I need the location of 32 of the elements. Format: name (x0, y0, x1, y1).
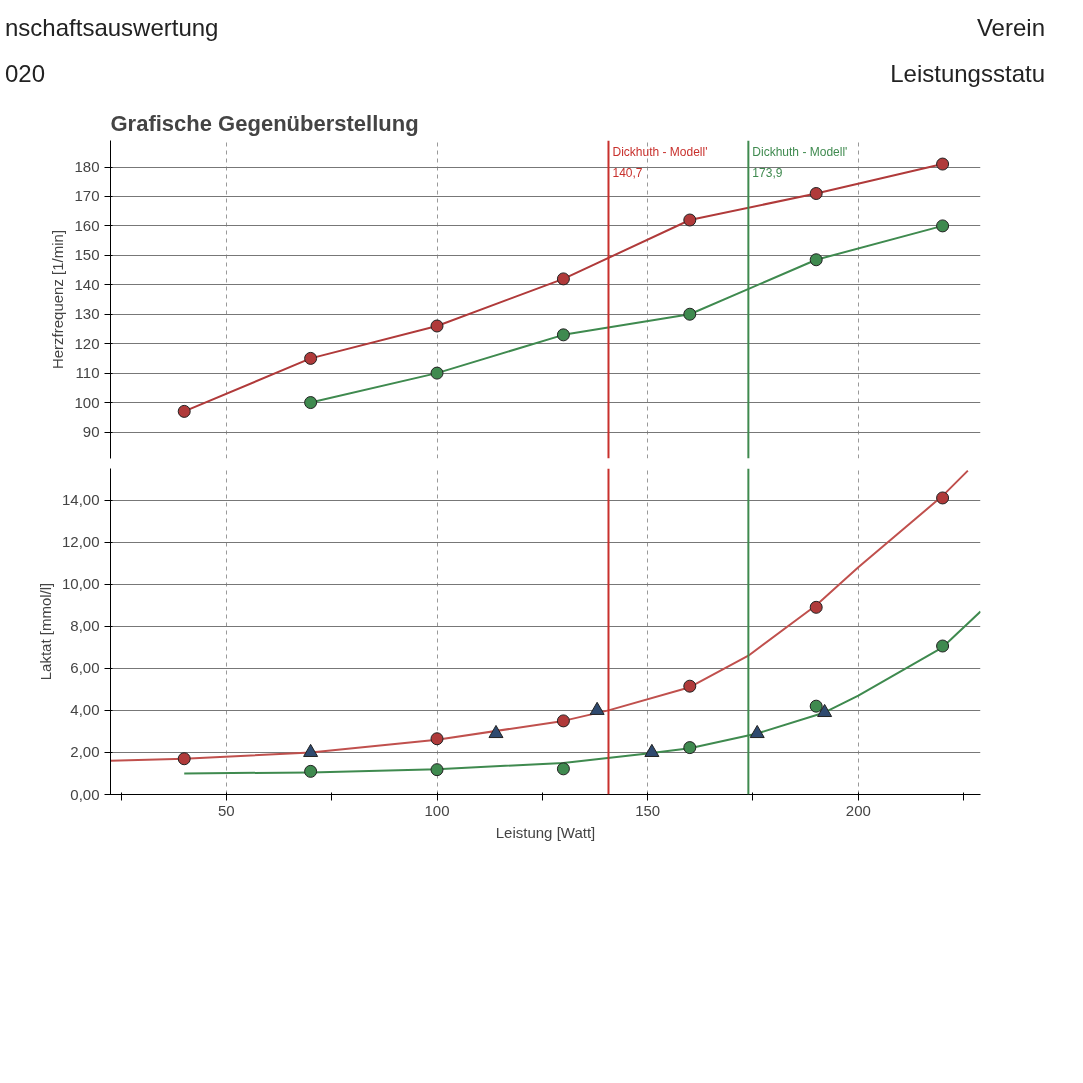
text: 020 (5, 59, 47, 90)
x-axis-title: Leistung [Watt] (495, 823, 596, 841)
x-tick-label: 100 (424, 801, 450, 819)
y-axis-title: Herzfrequenz [1/min] (49, 229, 67, 369)
ref-line-label: Dickhuth - Modell' 173,9 (752, 144, 848, 180)
y-tick-label: 8,00 (70, 616, 100, 634)
y-tick-label: 10,00 (61, 574, 100, 592)
y-tick-label: 90 (82, 422, 100, 440)
y-tick-label: 14,00 (61, 490, 100, 508)
x-tick-label: 150 (635, 801, 661, 819)
y-tick-label: 120 (74, 334, 100, 352)
text: Verein (975, 13, 1045, 43)
ref-line-label: Dickhuth - Modell' 140,7 (612, 144, 708, 180)
text: nschaftsauswertung (5, 13, 220, 43)
y-tick-label: 130 (74, 304, 100, 322)
y-tick-label: 12,00 (61, 532, 100, 550)
y-tick-label: 170 (74, 187, 100, 205)
y-tick-label: 6,00 (70, 658, 100, 676)
y-tick-label: 100 (74, 393, 100, 411)
y-tick-label: 150 (74, 245, 100, 263)
text: Leistungsstatu (889, 59, 1045, 90)
y-tick-label: 160 (74, 216, 100, 234)
x-tick-label: 200 (845, 801, 871, 819)
y-tick-label: 2,00 (70, 743, 100, 760)
x-tick-label: 50 (218, 801, 235, 819)
y-tick-label: 140 (74, 275, 100, 293)
y-tick-label: 180 (74, 157, 100, 175)
y-tick-label: 4,00 (70, 700, 100, 718)
y-tick-label: 0,00 (70, 785, 100, 803)
y-axis-title: Laktat [mmol/l] (36, 582, 54, 680)
chart-title: Grafische Gegenüberstellung (110, 110, 419, 136)
y-tick-label: 110 (75, 363, 100, 381)
